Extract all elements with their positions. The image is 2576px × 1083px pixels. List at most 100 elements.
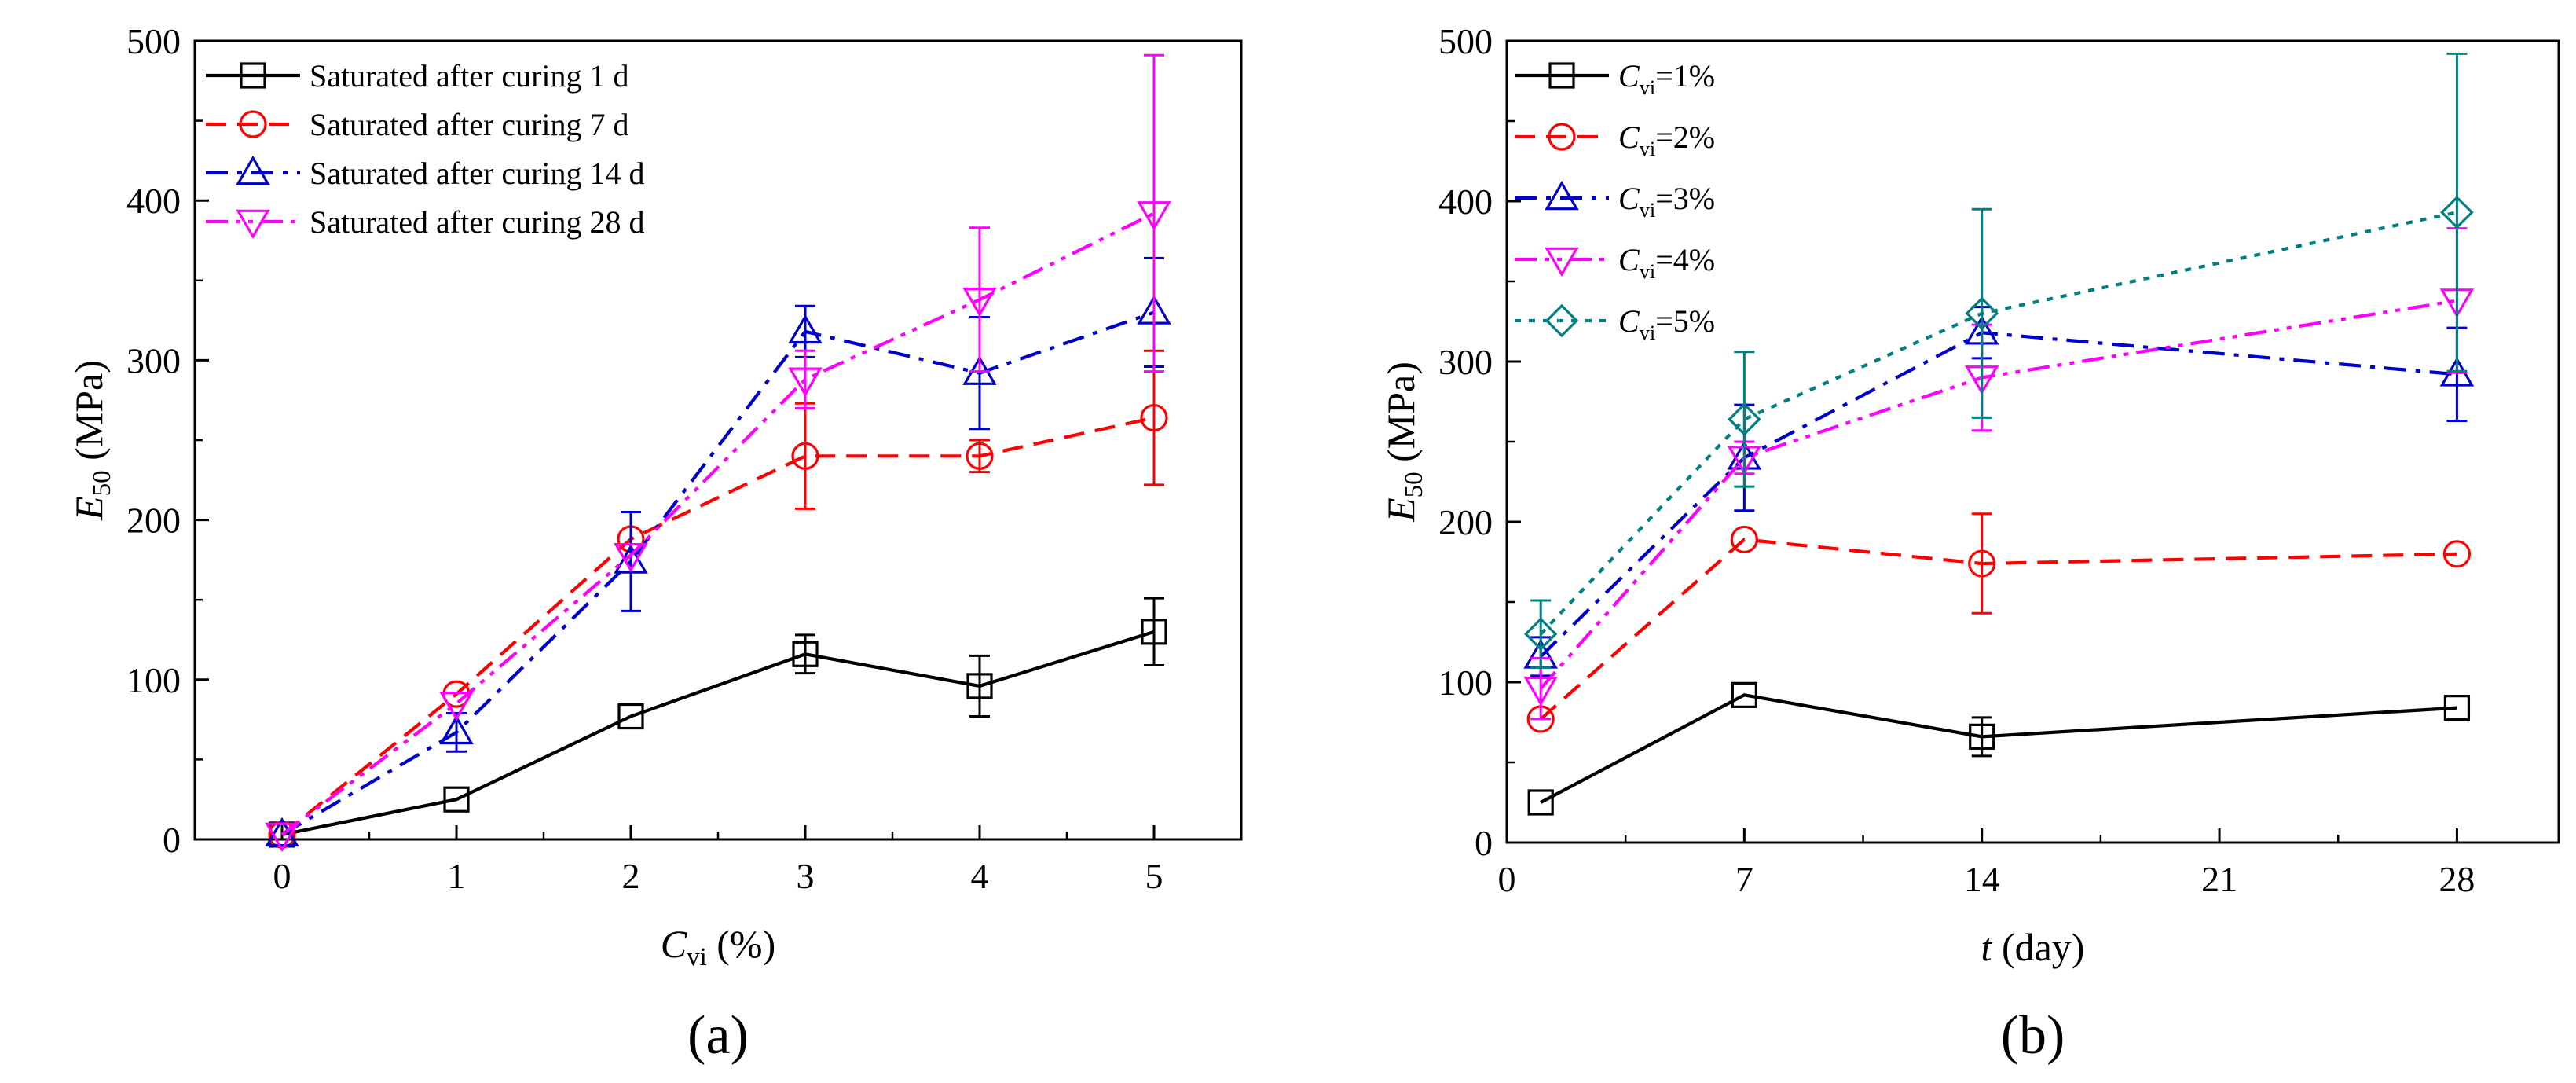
panel-a-series-3-point-1 [439,714,474,745]
panel-b-ytick-label-0: 0 [1475,823,1493,863]
panel-b-y-axis-title-rest: (MPa) [1379,362,1423,472]
panel-b-legend-label-2-rest: =2% [1655,119,1715,155]
panel-a-xtick-label-3: 3 [797,856,815,896]
panel-b-series-5-point-3 [2440,196,2474,229]
panel-a-series-4-point-0 [265,822,299,853]
panel-a-series-4-point-3 [788,367,823,397]
panel-b-ytick-label-200: 200 [1438,502,1493,542]
panel-b-series-2 [1526,512,2472,733]
panel-b-series-2-point-3 [2442,540,2472,568]
panel-b-series-2-line [1539,538,2457,721]
panel-b-series-4 [1523,227,2475,721]
panel-a-series-2 [268,349,1168,849]
panel-b-plot-frame [1505,39,2560,844]
panel-b-legend-label-2-sub: vi [1640,137,1656,160]
panel-b-legend: Cvi=1%Cvi=2%Cvi=3%Cvi=4%Cvi=5% [1515,58,1715,344]
panel-a-panel-label: (a) [687,1005,749,1066]
panel-b-legend-marker-4 [1545,247,1579,277]
panel-b-series-1-point-0 [1527,789,1554,816]
panel-b-legend-label-3: Cvi=3% [1618,181,1715,222]
panel-b-legend-marker-3 [1545,180,1579,211]
panel-a-xtick-label-1: 1 [448,856,466,896]
panel-b-ytick-label-400: 400 [1438,182,1493,222]
panel-b-legend-label-2-main: C [1618,119,1640,155]
panel-b-series-2-point-2 [1968,549,1996,578]
panel-b-series-5-point-1 [1728,402,1761,436]
panel-a-series-3-point-3 [788,314,823,344]
panel-a-ytick-label-0: 0 [163,820,181,860]
panel-a-legend-label-3: Saturated after curing 14 d [310,156,645,191]
panel-a-series-1 [269,597,1167,848]
panel-a-series-4-line [280,211,1155,836]
panel-b-legend-label-5-sub: vi [1640,321,1656,344]
panel-a-x-axis-title-main: C [661,922,687,966]
panel-a-legend-marker-3 [236,155,270,185]
panel-b-series-5-point-0 [1523,617,1558,652]
panel-a-series-4-point-2 [614,543,648,573]
panel-a-series-1-line [281,630,1155,836]
panel-a-series-1-point-5 [1141,619,1167,645]
panel-b-xtick-label-0: 0 [1498,859,1516,899]
panel-a-legend-label-4: Saturated after curing 28 d [310,204,645,240]
panel-b-legend-label-1: Cvi=1% [1618,58,1715,99]
panel-a-series-1-point-4 [966,673,993,699]
panel-b-legend-label-1-rest: =1% [1655,58,1715,94]
panel-a-series-2-line [280,416,1155,836]
panel-a-series-3-point-0 [265,817,299,847]
panel-b-x-axis-title: t (day) [1981,925,2085,969]
panel-a-legend-marker-4 [236,209,270,240]
panel-a-series-3-line [280,310,1155,836]
panel-b-legend-label-5-rest: =5% [1655,303,1715,339]
panel-b-legend-label-4-sub: vi [1640,259,1656,283]
panel-a-legend-label-2: Saturated after curing 7 d [310,107,629,142]
panel-b-panel-label: (b) [2001,1005,2065,1066]
panel-b-xtick-label-14: 14 [1964,859,2000,899]
panel-b-series-3-line [1539,331,2457,658]
panel-b-ytick-label-500: 500 [1438,21,1493,61]
panel-a-legend-label-1: Saturated after curing 1 d [310,58,629,94]
panel-b-legend-marker-1 [1548,62,1575,89]
panel-b-series-4-line [1539,299,2457,690]
panel-a-xtick-label-0: 0 [273,856,291,896]
panel-a-series-4-point-5 [1137,201,1171,231]
panel-b-legend-label-4-rest: =4% [1655,242,1715,277]
panel-b-y-axis-title-sub: 50 [1400,472,1428,497]
panel-a-xtick-label-2: 2 [622,856,640,896]
panel-b-legend-label-3-rest: =3% [1655,181,1715,216]
panel-a-ytick-label-200: 200 [126,501,181,541]
panel-b-series-3 [1523,306,2475,677]
panel-b-y-axis-title-main: E [1379,497,1423,523]
panel-a-series-1-point-2 [617,703,644,730]
panel-b-xtick-label-28: 28 [2439,859,2475,899]
panel-a-xtick-label-4: 4 [971,856,989,896]
panel-b-ytick-label-300: 300 [1438,342,1493,382]
panel-a-x-axis-title: Cvi (%) [661,922,775,971]
panel-b-series-5 [1523,52,2474,670]
panel-b-series-1-point-2 [1969,723,1995,750]
panel-b-legend-label-3-sub: vi [1640,198,1656,222]
panel-b-series-1-line [1540,693,2457,804]
panel-a-ytick-label-300: 300 [126,340,181,380]
panel-b-x-axis-title-main: t [1981,925,1993,969]
panel-a-ytick-label-500: 500 [126,21,181,61]
panel-a-y-axis-title: E50 (MPa) [67,360,116,521]
panel-b-xtick-label-7: 7 [1735,859,1753,899]
panel-a-series-3 [265,256,1171,847]
panel-a-ytick-label-100: 100 [126,660,181,700]
panel-a-y-axis-title-main: E [67,496,111,521]
panel-b-legend-label-2: Cvi=2% [1618,119,1715,160]
panel-a-x-axis-title-sub: vi [687,943,707,971]
panel-b-ytick-label-100: 100 [1438,663,1493,703]
panel-b-series-1 [1527,681,2471,816]
panel-a-legend: Saturated after curing 1 d Saturated afte… [206,58,645,240]
panel-a-ytick-label-400: 400 [126,181,181,221]
chart-panel-b: 0 100 200 300 400 500 0 7 14 21 28 t (day) E50 (MPa)… [1379,21,2560,1066]
panel-b-legend-label-4-main: C [1618,242,1640,277]
panel-b-series-2-point-1 [1730,525,1758,554]
panel-b-legend-label-5: Cvi=5% [1618,303,1715,344]
panel-b-x-axis-title-rest: (day) [1992,925,2084,969]
panel-a-series-2-point-3 [791,442,819,470]
panel-a-series-1-point-1 [443,786,470,813]
panel-a-xtick-label-5: 5 [1145,856,1163,896]
panel-a-series-4 [265,53,1171,853]
